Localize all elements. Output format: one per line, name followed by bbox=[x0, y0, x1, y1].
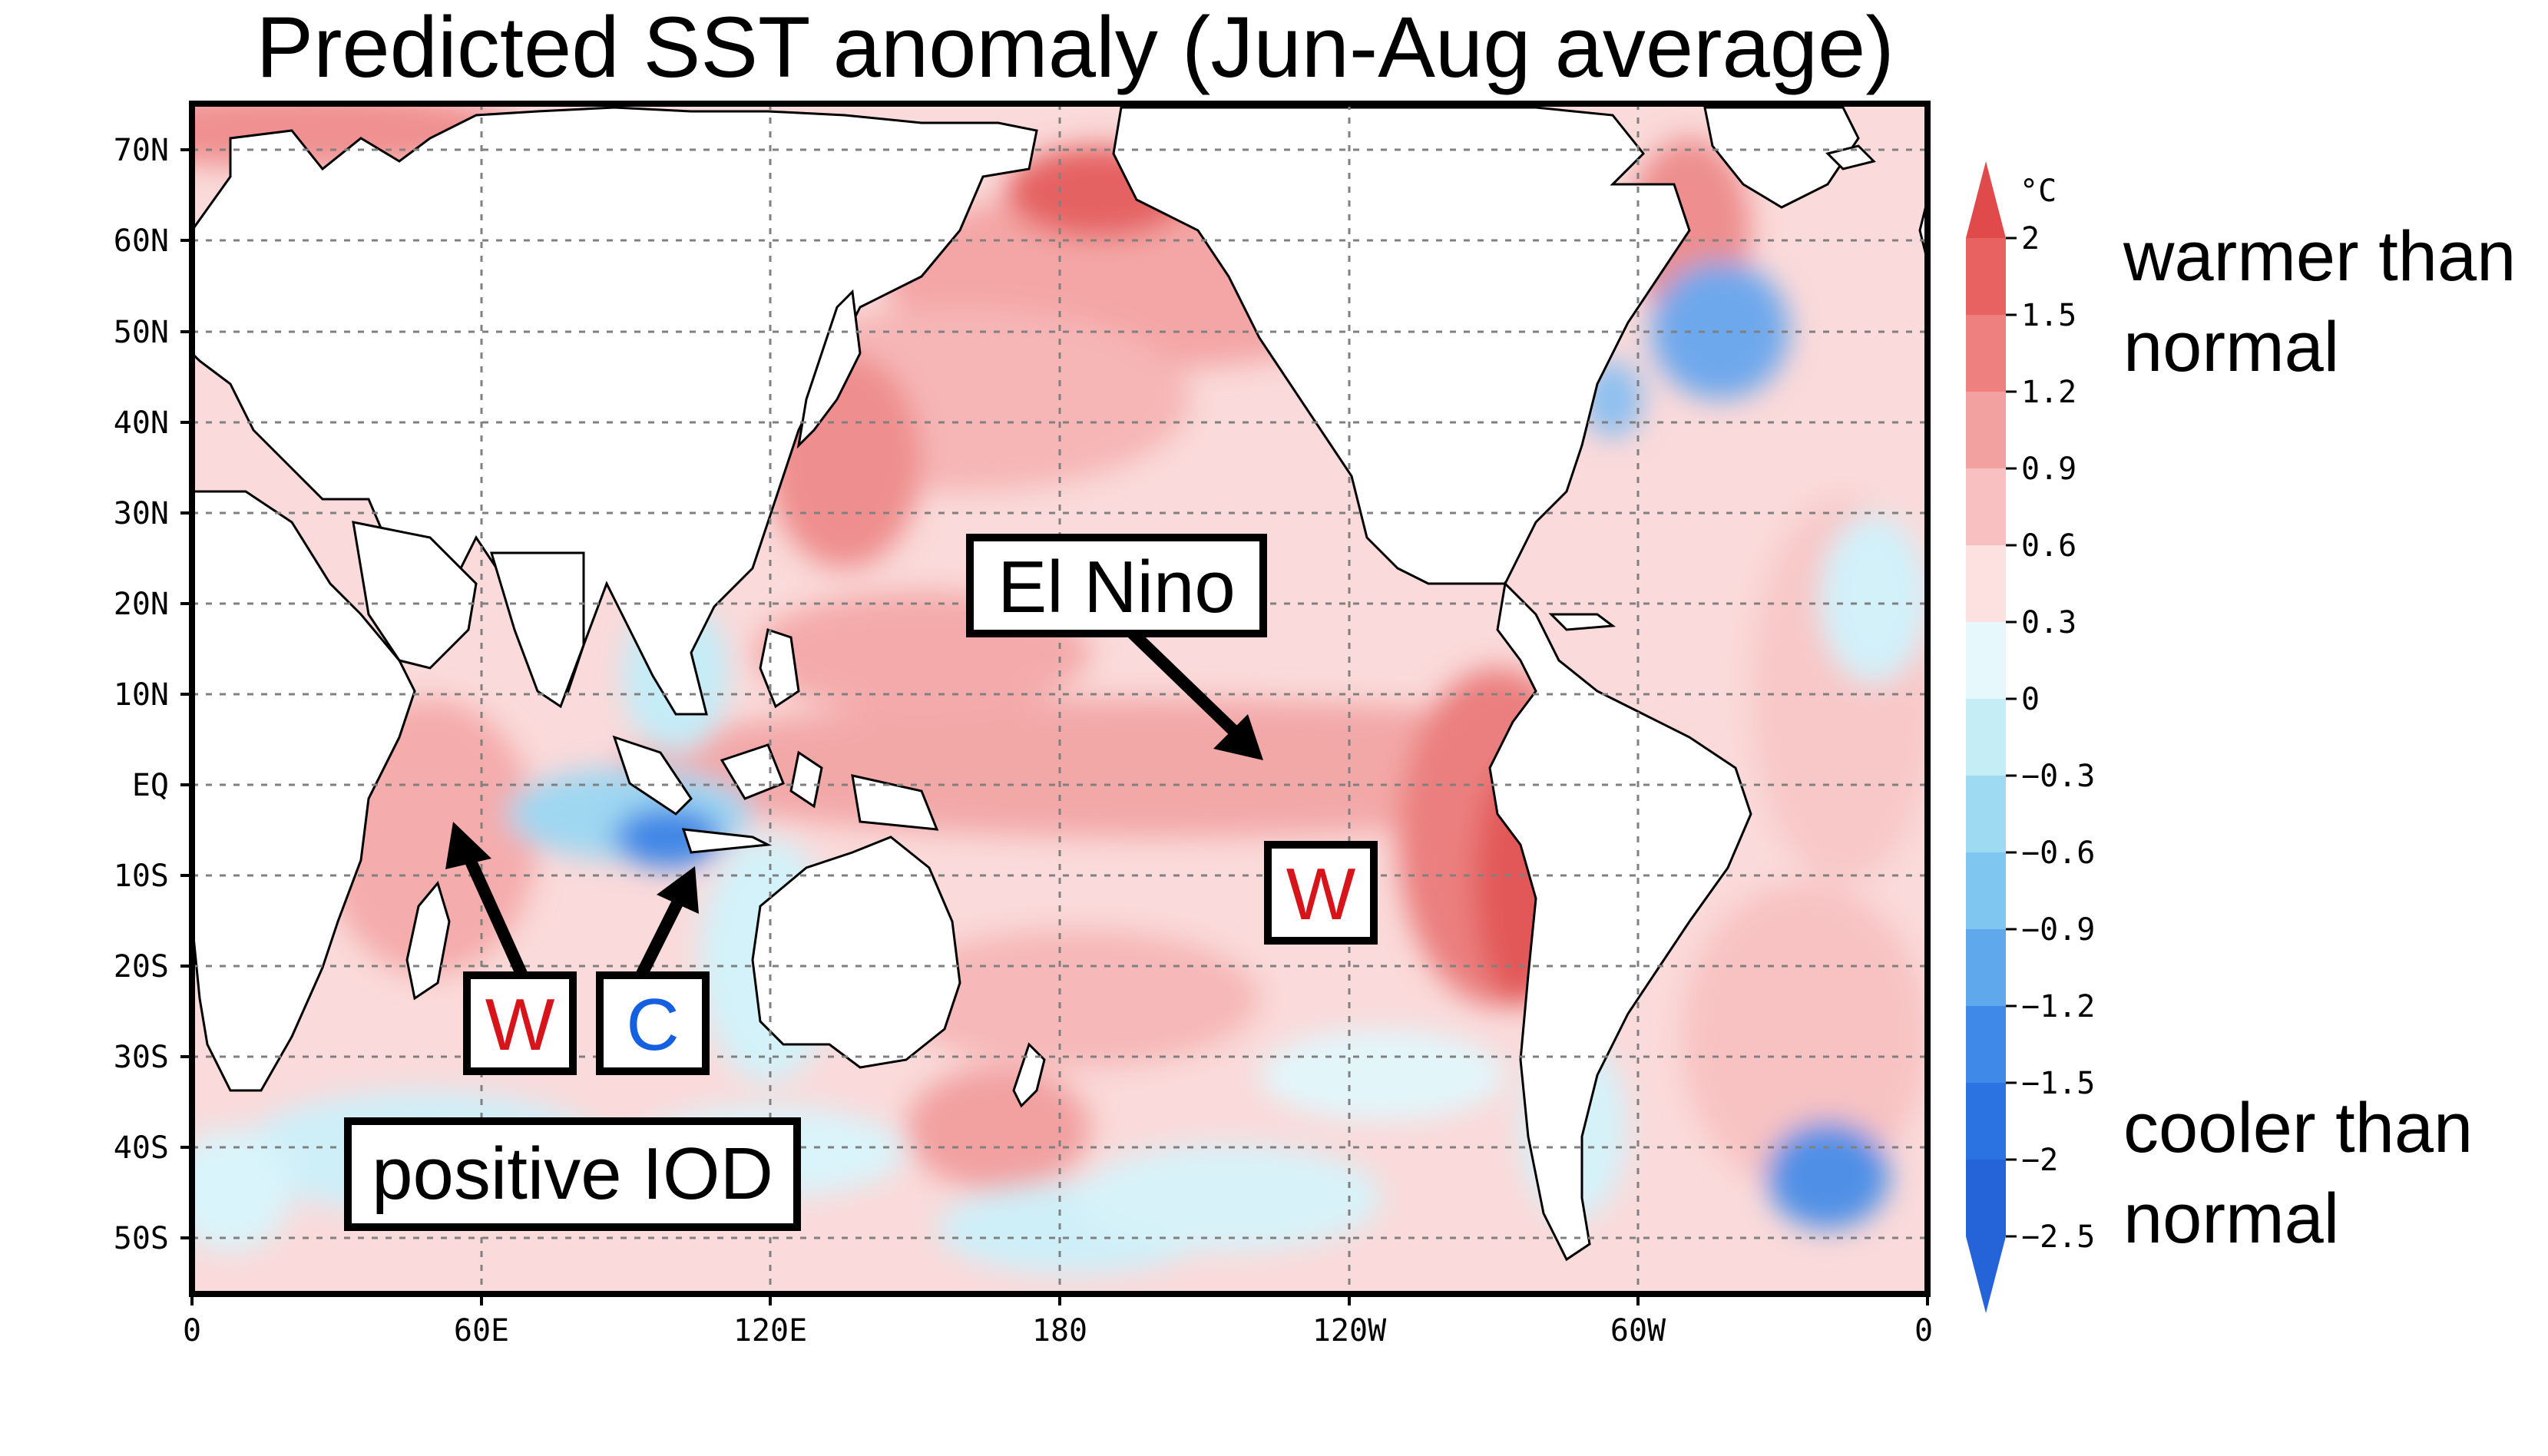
colorbar-segment bbox=[1966, 699, 2006, 776]
lat-label: 50S bbox=[114, 1221, 169, 1256]
colorbar-level-label: 2 bbox=[2021, 221, 2040, 256]
annotation-arrows bbox=[445, 625, 1263, 978]
lat-label: 40S bbox=[114, 1130, 169, 1166]
anomaly-field bbox=[192, 104, 1928, 1294]
colorbar-segment bbox=[1966, 468, 2006, 545]
colorbar: 2 1.5 1.2 0.9 0.6 0.3 0 −0.3 −0.6 −0.9 −1.2 −1.5 −2 −… bbox=[1966, 161, 2095, 1313]
colorbar-bottom-arrow bbox=[1966, 1236, 2006, 1313]
colorbar-level-label: −1.2 bbox=[2021, 989, 2095, 1024]
el-nino-label: El Nino bbox=[998, 546, 1236, 628]
lat-label: 60N bbox=[114, 223, 169, 259]
positive-iod-callout: positive IOD bbox=[344, 1117, 801, 1231]
lat-label: 70N bbox=[114, 133, 169, 168]
colorbar-unit: °C bbox=[2020, 174, 2057, 209]
colorbar-segment bbox=[1966, 238, 2006, 315]
cooler-label: cooler than normal bbox=[2123, 1083, 2538, 1264]
lat-label: 50N bbox=[114, 315, 169, 350]
lat-label: 40N bbox=[114, 405, 169, 441]
lat-label: 10S bbox=[114, 859, 169, 894]
lon-label: 60W bbox=[1610, 1313, 1666, 1348]
warmer-label: warmer than normal bbox=[2123, 211, 2538, 392]
colorbar-level-label: −1.5 bbox=[2021, 1066, 2095, 1101]
colorbar-level-label: −0.3 bbox=[2021, 759, 2095, 794]
lon-label: 0 bbox=[1914, 1313, 1933, 1348]
colorbar-segment bbox=[1966, 776, 2006, 852]
c-indian-callout: C bbox=[596, 971, 710, 1075]
arrow-head-w-indian bbox=[445, 822, 491, 869]
colorbar-segment bbox=[1966, 1083, 2006, 1160]
w-indian-callout: W bbox=[463, 971, 577, 1075]
warmer-text: warmer than normal bbox=[2123, 217, 2517, 386]
colorbar-segment bbox=[1966, 1160, 2006, 1236]
colorbar-level-label: 1.2 bbox=[2021, 375, 2076, 410]
lat-label: 20S bbox=[114, 949, 169, 984]
w-pacific-label: W bbox=[1286, 853, 1356, 935]
colorbar-level-label: 0.9 bbox=[2021, 452, 2076, 487]
arrow-head-el-nino bbox=[1213, 714, 1263, 760]
lon-label: 120E bbox=[733, 1313, 807, 1348]
w-indian-label: W bbox=[485, 984, 555, 1066]
cooler-text: cooler than normal bbox=[2123, 1089, 2474, 1258]
lat-label: 10N bbox=[114, 677, 169, 713]
colorbar-segment bbox=[1966, 392, 2006, 468]
page-title: Predicted SST anomaly (Jun-Aug average) bbox=[256, 0, 1894, 95]
lat-label: 30N bbox=[114, 496, 169, 531]
colorbar-segment bbox=[1966, 315, 2006, 392]
colorbar-level-label: 1.5 bbox=[2021, 298, 2076, 333]
lon-label: 60E bbox=[454, 1313, 509, 1348]
colorbar-segment bbox=[1966, 852, 2006, 929]
colorbar-segment bbox=[1966, 929, 2006, 1006]
lat-label: EQ bbox=[132, 768, 169, 803]
colorbar-level-label: −0.6 bbox=[2021, 836, 2095, 871]
lat-label: 20N bbox=[114, 587, 169, 622]
c-indian-label: C bbox=[626, 984, 680, 1066]
colorbar-segment bbox=[1966, 622, 2006, 699]
colorbar-level-label: 0.6 bbox=[2021, 528, 2076, 564]
landmasses bbox=[192, 106, 1928, 1262]
lon-ticks bbox=[190, 1294, 1929, 1305]
lon-label: 180 bbox=[1032, 1313, 1087, 1348]
lat-label: 30S bbox=[114, 1040, 169, 1075]
lon-label: 0 bbox=[183, 1313, 201, 1348]
colorbar-top-arrow bbox=[1966, 161, 2006, 238]
positive-iod-label: positive IOD bbox=[372, 1133, 773, 1215]
lat-ticks bbox=[180, 148, 192, 1239]
colorbar-level-label: 0.3 bbox=[2021, 605, 2076, 640]
el-nino-callout: El Nino bbox=[966, 534, 1267, 637]
colorbar-level-label: −2 bbox=[2021, 1143, 2058, 1178]
lon-label: 120W bbox=[1312, 1313, 1387, 1348]
arrow-head-c-indian bbox=[657, 866, 699, 914]
colorbar-segment bbox=[1966, 1006, 2006, 1083]
graticule bbox=[192, 104, 1928, 1294]
colorbar-level-label: 0 bbox=[2021, 682, 2040, 717]
w-pacific-callout: W bbox=[1264, 841, 1378, 945]
colorbar-segment bbox=[1966, 545, 2006, 622]
colorbar-level-label: −2.5 bbox=[2021, 1219, 2095, 1255]
colorbar-level-label: −0.9 bbox=[2021, 912, 2095, 948]
